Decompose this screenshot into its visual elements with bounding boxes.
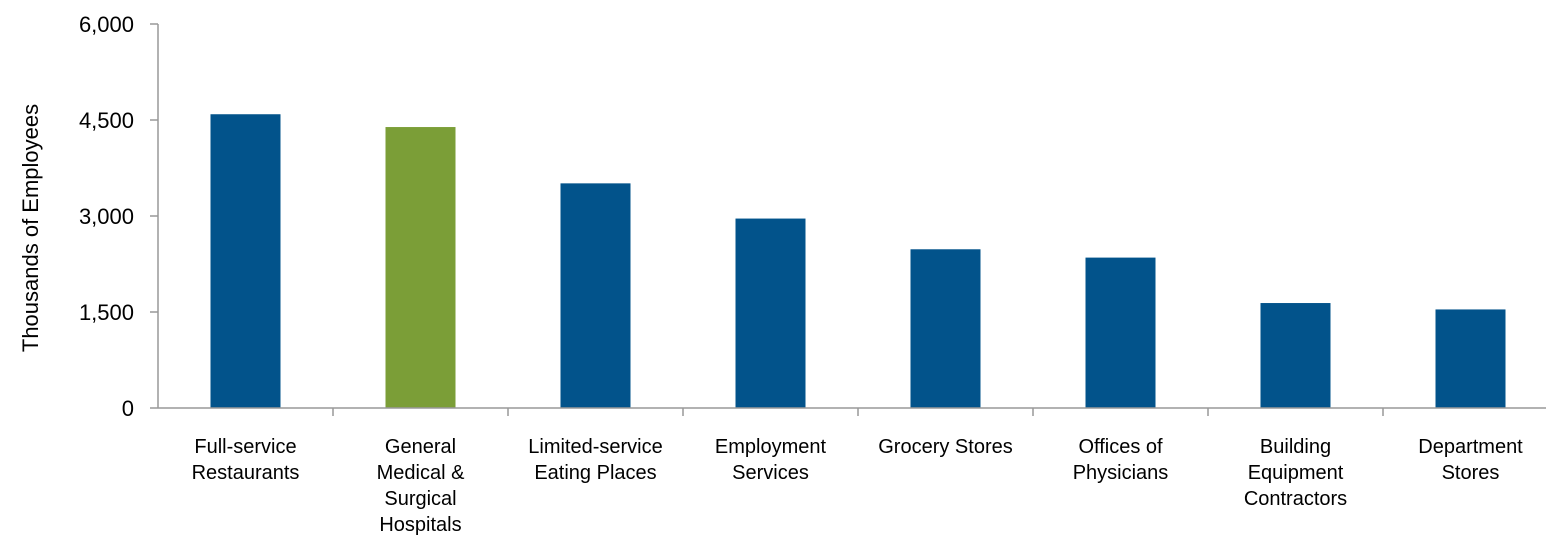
bar: [910, 249, 981, 408]
x-category-label: Grocery Stores: [878, 436, 1012, 458]
x-category-label: Full-service Restaurants: [192, 436, 300, 484]
y-tick-label: 3,000: [79, 204, 134, 229]
bar: [1435, 309, 1506, 408]
bar: [210, 114, 281, 409]
y-axis-title: Thousands of Employees: [18, 104, 43, 352]
ticks-layer: [150, 23, 1384, 416]
bar: [735, 218, 806, 408]
axes-layer: [157, 24, 1546, 409]
y-tick-label: 6,000: [79, 12, 134, 37]
x-category-label-line: Physicians: [1073, 462, 1169, 484]
x-category-label-line: Stores: [1442, 462, 1500, 484]
x-category-label-line: Equipment: [1248, 462, 1344, 484]
x-category-label-line: Eating Places: [534, 462, 656, 484]
x-category-label-line: Surgical: [384, 488, 456, 510]
x-category-label: Offices of Physicians: [1073, 436, 1169, 484]
x-category-label-line: Restaurants: [192, 462, 300, 484]
x-category-label-line: Services: [732, 462, 809, 484]
bar: [385, 127, 456, 408]
x-category-label-line: Contractors: [1244, 488, 1347, 510]
x-category-label-line: Full-service: [194, 436, 296, 458]
x-category-label: Building Equipment Contractors: [1244, 436, 1347, 510]
y-tick-label: 1,500: [79, 300, 134, 325]
x-category-label-line: Grocery Stores: [878, 436, 1012, 458]
y-tick-label: 4,500: [79, 108, 134, 133]
x-category-label-line: Hospitals: [379, 514, 461, 536]
bar: [560, 183, 631, 408]
x-category-label: Department Stores: [1418, 436, 1523, 484]
x-category-label-line: Limited-service: [528, 436, 662, 458]
bar: [1260, 303, 1331, 408]
x-category-label-line: Offices of: [1078, 436, 1163, 458]
x-category-label: Employment Services: [715, 436, 827, 484]
x-category-label-line: General: [385, 436, 456, 458]
x-category-label: General Medical & Surgical Hospitals: [377, 436, 465, 536]
x-category-label-line: Medical &: [377, 462, 465, 484]
x-category-label-line: Building: [1260, 436, 1331, 458]
y-tick-label: 0: [122, 396, 134, 421]
bars-layer: [210, 114, 1506, 409]
x-category-label-line: Department: [1418, 436, 1523, 458]
x-category-label-line: Employment: [715, 436, 827, 458]
category-labels: Full-service Restaurants General Medical & S…: [192, 436, 1524, 536]
x-category-label: Limited-service Eating Places: [528, 436, 662, 484]
bar: [1085, 257, 1156, 408]
y-tick-labels: 0 1,500 3,000 4,500 6,000: [79, 12, 134, 421]
